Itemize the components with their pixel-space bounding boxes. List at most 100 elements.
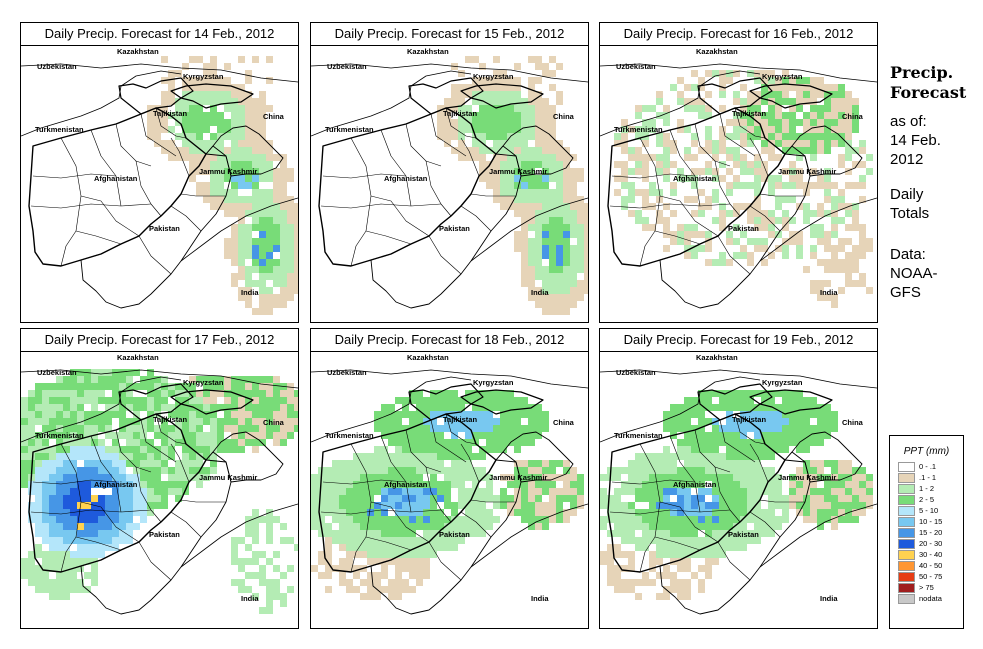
precip-cell: [175, 474, 182, 481]
forecast-panel-feb18: Daily Precip. Forecast for 18 Feb., 2012…: [310, 328, 589, 629]
precip-cell: [656, 523, 663, 530]
precip-cell: [570, 495, 577, 502]
precip-cell: [84, 467, 91, 474]
precip-cell: [238, 558, 245, 565]
precip-cell: [577, 238, 584, 245]
precip-cell: [803, 91, 810, 98]
uzbekistan-border: [600, 376, 761, 443]
precip-cell: [698, 390, 705, 397]
precip-cell: [280, 537, 287, 544]
precip-cell: [614, 495, 621, 502]
precip-cell: [266, 418, 273, 425]
precip-cell: [775, 126, 782, 133]
precip-cell: [287, 280, 294, 287]
precip-cell: [754, 203, 761, 210]
precip-cell: [381, 453, 388, 460]
precip-cell: [35, 404, 42, 411]
precip-cell: [154, 404, 161, 411]
province-boundary: [135, 466, 162, 523]
precip-cell: [217, 119, 224, 126]
precip-cell: [859, 175, 866, 182]
forecast-panel-feb14: Daily Precip. Forecast for 14 Feb., 2012…: [20, 22, 299, 323]
precip-cell: [614, 488, 621, 495]
precip-cell: [91, 474, 98, 481]
precip-cell: [642, 126, 649, 133]
precip-cell: [845, 210, 852, 217]
precip-cell: [374, 579, 381, 586]
precip-cell: [133, 474, 140, 481]
precip-cell: [70, 369, 77, 376]
precip-cell: [726, 168, 733, 175]
precip-cell: [374, 425, 381, 432]
precip-cell: [556, 154, 563, 161]
precip-cell: [486, 147, 493, 154]
precip-cell: [168, 467, 175, 474]
precip-cell: [388, 467, 395, 474]
precip-cell: [845, 259, 852, 266]
precip-cell: [161, 453, 168, 460]
precip-cell: [656, 593, 663, 600]
precip-cell: [656, 467, 663, 474]
precip-cell: [224, 196, 231, 203]
precip-cell: [70, 460, 77, 467]
precip-cell: [451, 446, 458, 453]
precip-cell: [542, 301, 549, 308]
precip-cell: [161, 112, 168, 119]
precip-cell: [210, 425, 217, 432]
precip-cell: [768, 530, 775, 537]
precip-cell: [280, 168, 287, 175]
precip-cell: [196, 140, 203, 147]
precip-cell: [210, 56, 217, 63]
precip-cell: [775, 523, 782, 530]
map-label-tajikistan: Tajikistan: [443, 109, 477, 118]
precip-cell: [273, 154, 280, 161]
precip-cell: [465, 495, 472, 502]
precip-cell: [49, 411, 56, 418]
precip-cell: [472, 467, 479, 474]
precip-cell: [63, 418, 70, 425]
precip-cell: [465, 467, 472, 474]
precip-cell: [719, 439, 726, 446]
precip-cell: [472, 411, 479, 418]
precip-cell: [535, 502, 542, 509]
precip-cell: [430, 495, 437, 502]
precip-cell: [259, 98, 266, 105]
precip-cell: [824, 119, 831, 126]
precip-cell: [105, 397, 112, 404]
precip-cell: [161, 425, 168, 432]
precip-cell: [747, 495, 754, 502]
precip-cell: [740, 474, 747, 481]
precip-cell: [563, 175, 570, 182]
precip-cell: [112, 495, 119, 502]
precip-cell: [584, 231, 588, 238]
precip-cell: [28, 551, 35, 558]
precip-cell: [430, 544, 437, 551]
precip-cell: [549, 474, 556, 481]
precip-cell: [266, 140, 273, 147]
precip-cell: [535, 488, 542, 495]
kazakhstan-border: [600, 63, 877, 83]
precip-cell: [761, 112, 768, 119]
precip-cell: [663, 175, 670, 182]
precip-cell: [42, 551, 49, 558]
precip-cell: [684, 252, 691, 259]
precip-cell: [409, 537, 416, 544]
precip-cell: [521, 119, 528, 126]
precip-cell: [733, 98, 740, 105]
precip-cell: [726, 509, 733, 516]
precip-cell: [859, 488, 866, 495]
precip-cell: [224, 397, 231, 404]
precip-cell: [866, 287, 873, 294]
precip-cell: [238, 586, 245, 593]
precip-cell: [465, 126, 472, 133]
precip-cell: [803, 404, 810, 411]
precip-cell: [70, 439, 77, 446]
province-boundary: [445, 107, 477, 139]
precip-cell: [775, 105, 782, 112]
legend-swatch: [898, 505, 915, 516]
precip-cell: [437, 126, 444, 133]
precip-cell: [238, 224, 245, 231]
precip-cell: [360, 481, 367, 488]
precip-cell: [402, 544, 409, 551]
